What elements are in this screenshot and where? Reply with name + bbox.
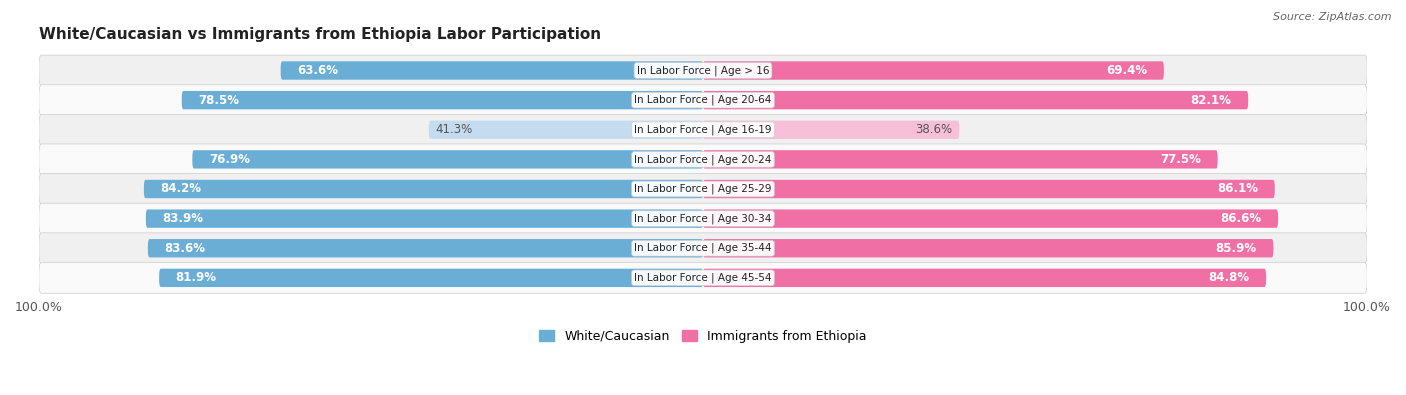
FancyBboxPatch shape — [39, 203, 1367, 234]
FancyBboxPatch shape — [146, 209, 703, 228]
Text: In Labor Force | Age 20-24: In Labor Force | Age 20-24 — [634, 154, 772, 165]
FancyBboxPatch shape — [39, 55, 1367, 86]
FancyBboxPatch shape — [39, 144, 1367, 175]
Text: In Labor Force | Age > 16: In Labor Force | Age > 16 — [637, 65, 769, 76]
Text: 86.1%: 86.1% — [1218, 182, 1258, 196]
Text: White/Caucasian vs Immigrants from Ethiopia Labor Participation: White/Caucasian vs Immigrants from Ethio… — [39, 27, 600, 42]
FancyBboxPatch shape — [39, 233, 1367, 263]
FancyBboxPatch shape — [703, 269, 1267, 287]
FancyBboxPatch shape — [703, 120, 959, 139]
Text: 77.5%: 77.5% — [1160, 153, 1201, 166]
FancyBboxPatch shape — [159, 269, 703, 287]
FancyBboxPatch shape — [143, 180, 703, 198]
Text: 38.6%: 38.6% — [915, 123, 953, 136]
Text: 84.2%: 84.2% — [160, 182, 201, 196]
Text: In Labor Force | Age 20-64: In Labor Force | Age 20-64 — [634, 95, 772, 105]
Legend: White/Caucasian, Immigrants from Ethiopia: White/Caucasian, Immigrants from Ethiopi… — [540, 330, 866, 343]
FancyBboxPatch shape — [703, 180, 1275, 198]
Text: 85.9%: 85.9% — [1216, 242, 1257, 255]
Text: In Labor Force | Age 45-54: In Labor Force | Age 45-54 — [634, 273, 772, 283]
Text: 83.6%: 83.6% — [165, 242, 205, 255]
FancyBboxPatch shape — [703, 150, 1218, 169]
Text: 82.1%: 82.1% — [1191, 94, 1232, 107]
FancyBboxPatch shape — [193, 150, 703, 169]
FancyBboxPatch shape — [39, 173, 1367, 204]
FancyBboxPatch shape — [181, 91, 703, 109]
Text: 81.9%: 81.9% — [176, 271, 217, 284]
FancyBboxPatch shape — [703, 239, 1274, 258]
FancyBboxPatch shape — [39, 114, 1367, 145]
FancyBboxPatch shape — [703, 209, 1278, 228]
FancyBboxPatch shape — [148, 239, 703, 258]
Text: 83.9%: 83.9% — [163, 212, 204, 225]
FancyBboxPatch shape — [281, 61, 703, 80]
Text: In Labor Force | Age 35-44: In Labor Force | Age 35-44 — [634, 243, 772, 254]
Text: 41.3%: 41.3% — [436, 123, 472, 136]
Text: 84.8%: 84.8% — [1208, 271, 1250, 284]
Text: Source: ZipAtlas.com: Source: ZipAtlas.com — [1274, 12, 1392, 22]
Text: 76.9%: 76.9% — [209, 153, 250, 166]
Text: 69.4%: 69.4% — [1107, 64, 1147, 77]
Text: 86.6%: 86.6% — [1220, 212, 1261, 225]
FancyBboxPatch shape — [703, 91, 1249, 109]
Text: In Labor Force | Age 16-19: In Labor Force | Age 16-19 — [634, 124, 772, 135]
Text: 78.5%: 78.5% — [198, 94, 239, 107]
Text: In Labor Force | Age 25-29: In Labor Force | Age 25-29 — [634, 184, 772, 194]
FancyBboxPatch shape — [39, 85, 1367, 115]
Text: 63.6%: 63.6% — [297, 64, 339, 77]
Text: In Labor Force | Age 30-34: In Labor Force | Age 30-34 — [634, 213, 772, 224]
FancyBboxPatch shape — [703, 61, 1164, 80]
FancyBboxPatch shape — [429, 120, 703, 139]
FancyBboxPatch shape — [39, 262, 1367, 293]
